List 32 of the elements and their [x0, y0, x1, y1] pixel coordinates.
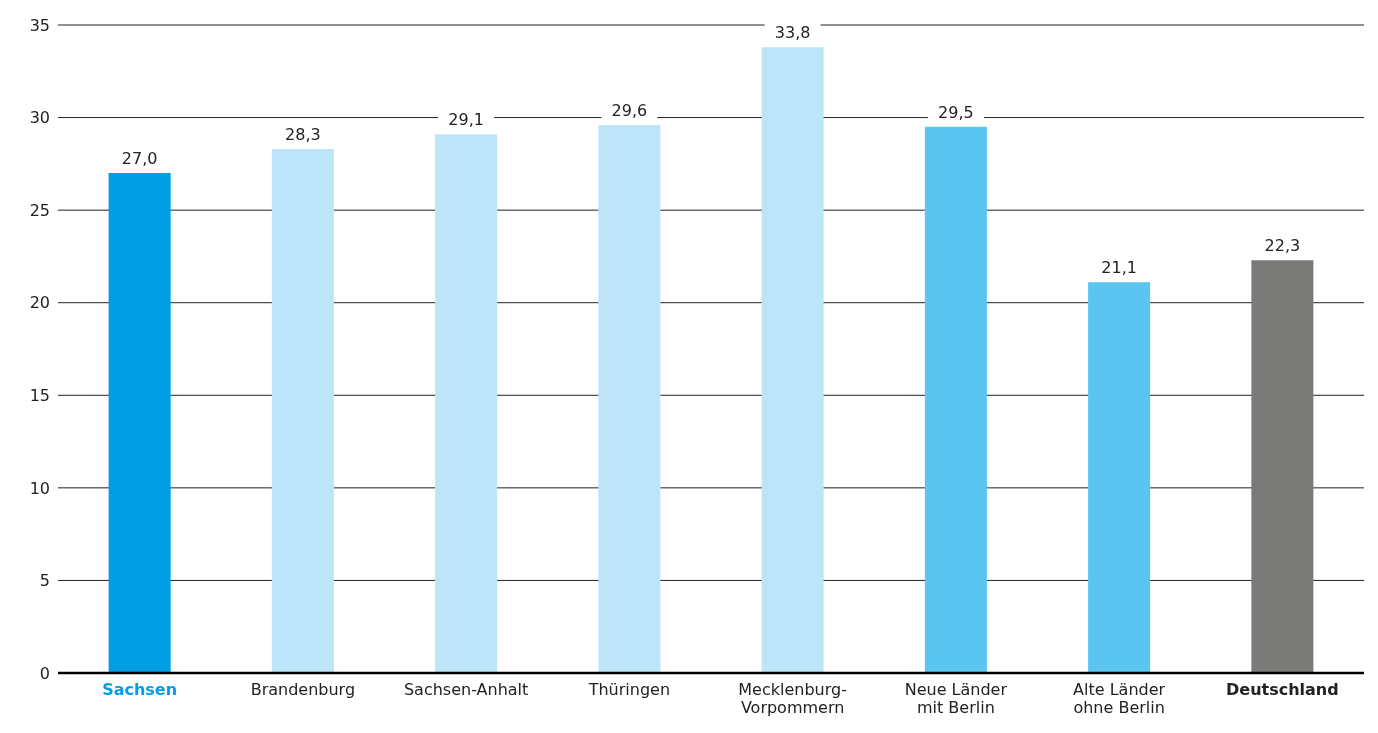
- data-label: 27,0: [121, 149, 158, 169]
- x-tick-label: Sachsen-Anhalt: [403, 680, 529, 699]
- data-label: 28,3: [285, 125, 321, 145]
- bar: [924, 126, 987, 673]
- y-tick-label: 15: [29, 385, 50, 405]
- x-tick-label: Thüringen: [587, 680, 671, 699]
- data-label: 21,1: [1101, 258, 1137, 278]
- bar: [108, 173, 171, 673]
- x-tick-label: Deutschland: [1226, 680, 1339, 699]
- data-label: 22,3: [1264, 236, 1301, 256]
- bar: [1088, 282, 1151, 673]
- y-tick-label: 30: [29, 108, 50, 128]
- data-label: 29,6: [611, 100, 648, 120]
- x-tick-label: Brandenburg: [250, 680, 356, 699]
- bar: [761, 47, 824, 673]
- y-tick-label: 20: [29, 293, 50, 313]
- y-tick-label: 25: [29, 200, 50, 220]
- bar: [435, 134, 498, 673]
- bar: [598, 124, 661, 673]
- data-label: 33,8: [774, 23, 811, 43]
- y-tick-label: 35: [29, 15, 50, 35]
- y-tick-label: 10: [29, 478, 50, 498]
- y-tick-label: 5: [39, 571, 50, 591]
- y-tick-label: 0: [39, 663, 50, 683]
- bar: [1251, 260, 1314, 673]
- data-label: 29,5: [938, 102, 974, 122]
- x-tick-label: Mecklenburg- Vorpommern: [738, 680, 847, 717]
- x-tick-label: Neue Länder mit Berlin: [904, 680, 1008, 717]
- x-tick-label: Alte Länder ohne Berlin: [1073, 680, 1166, 717]
- bar: [271, 149, 334, 673]
- data-label: 29,1: [448, 110, 484, 130]
- x-tick-label: Sachsen: [102, 680, 178, 699]
